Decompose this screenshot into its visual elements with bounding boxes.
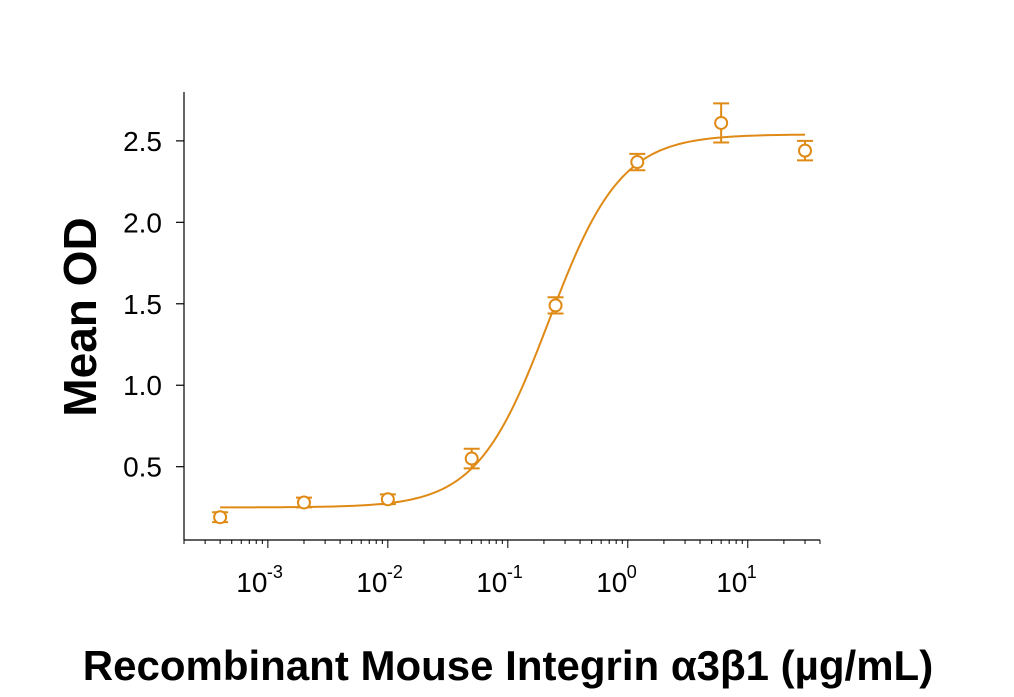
- x-tick-label: 10: [596, 567, 627, 598]
- data-point: [547, 296, 564, 315]
- axes: [183, 92, 820, 541]
- data-point: [463, 447, 480, 470]
- y-tick-label: 1.5: [123, 289, 162, 320]
- data-point: [713, 102, 730, 144]
- y-tick-label: 2.0: [123, 207, 162, 238]
- data-marker: [380, 492, 395, 507]
- data-marker: [464, 451, 479, 466]
- data-points: [212, 102, 814, 525]
- fit-curve: [220, 133, 806, 509]
- x-tick-label: 10: [716, 567, 747, 598]
- data-point: [379, 492, 396, 507]
- x-ticks: 10 -3 10 -2 10 -1 10 0 10 1: [183, 540, 821, 598]
- x-tick-exponent: 0: [627, 562, 637, 582]
- x-tick-label: 10: [476, 567, 507, 598]
- x-tick-exponent: -3: [267, 562, 283, 582]
- data-point: [295, 495, 312, 510]
- x-tick-label: 10: [236, 567, 267, 598]
- x-tick-exponent: -2: [387, 562, 403, 582]
- x-tick-label: 10: [356, 567, 387, 598]
- y-tick-label: 1.0: [123, 370, 162, 401]
- y-axis-title: Mean OD: [54, 217, 106, 416]
- y-tick-label: 0.5: [123, 452, 162, 483]
- fit-curve-group: [220, 133, 806, 509]
- y-ticks: 0.5 1.0 1.5 2.0 2.5: [123, 126, 184, 483]
- x-tick-exponent: -1: [507, 562, 523, 582]
- data-point: [629, 152, 646, 172]
- data-marker: [798, 143, 813, 158]
- data-marker: [213, 510, 228, 525]
- x-axis-title: Recombinant Mouse Integrin α3β1 (µg/mL): [83, 642, 933, 689]
- x-tick-exponent: 1: [747, 562, 757, 582]
- y-tick-label: 2.5: [123, 126, 162, 157]
- data-marker: [630, 155, 645, 170]
- data-point: [797, 139, 814, 162]
- data-marker: [714, 115, 729, 130]
- data-marker: [296, 495, 311, 510]
- data-marker: [548, 298, 563, 313]
- data-point: [212, 510, 229, 525]
